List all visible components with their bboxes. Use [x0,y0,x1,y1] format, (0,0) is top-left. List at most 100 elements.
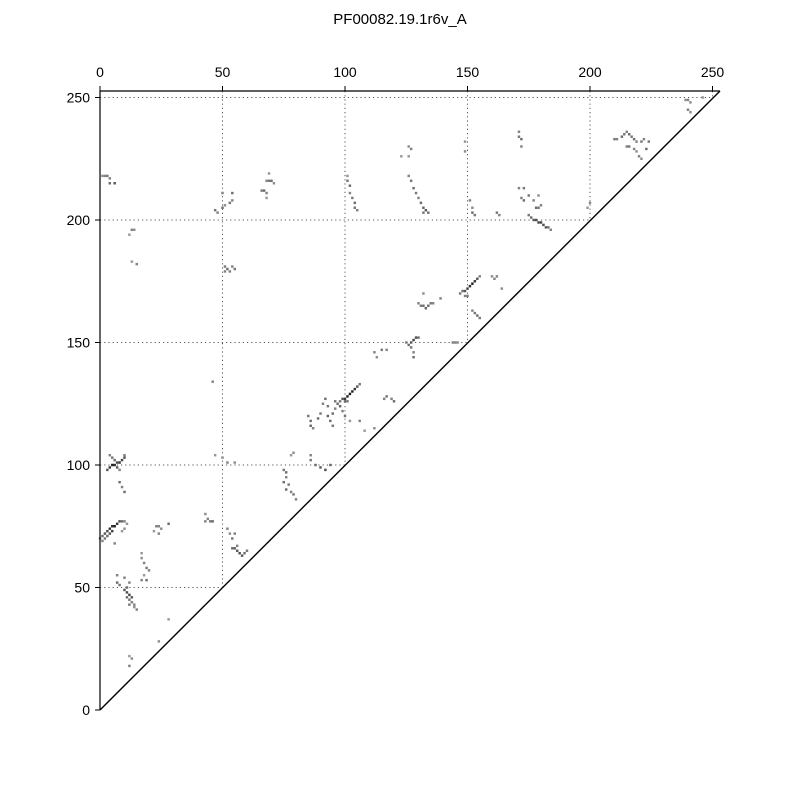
contact-cell [549,228,553,232]
contact-cell [125,591,129,594]
contact-cell [346,174,349,178]
contact-cell [348,392,352,396]
contact-cell [625,130,628,134]
contact-cell [529,216,533,219]
contact-cell [262,189,266,192]
contact-cell [233,547,236,550]
contact-cell [407,155,410,158]
contact-cell [282,480,285,484]
x-tick-label: 200 [578,64,602,80]
contact-cell [125,596,129,599]
contact-cell [211,380,214,383]
contact-cell [324,468,327,472]
contact-cell [289,490,293,494]
contact-cell [145,578,148,582]
y-tick-label: 50 [74,580,90,596]
contact-cell [289,453,293,457]
contact-cell [240,554,244,557]
contact-cell [272,182,276,185]
contact-cell [223,204,227,207]
contact-cell [427,304,430,307]
contact-cell [385,348,388,352]
contact-cell [329,419,332,423]
contact-cell [140,551,143,555]
contact-cell [620,135,624,138]
contact-cell [108,466,112,469]
contact-cell [115,574,119,577]
contact-cell [356,385,359,388]
contact-cell [539,221,543,224]
contact-cell [407,145,410,148]
contact-cell [309,453,312,457]
contact-cell [417,196,420,200]
contact-cell [385,395,388,398]
contact-cell [204,520,207,523]
contact-cell [358,419,361,423]
grid-layer [100,91,713,588]
contact-cell [686,108,690,111]
contact-cell [133,603,136,606]
contact-cell [417,336,420,339]
contact-cell [128,581,131,584]
contact-cell [228,270,232,273]
contact-cell [145,566,148,570]
contact-cell [123,456,126,459]
contact-cell [213,453,217,457]
contact-cell [209,520,212,523]
x-tick-label: 50 [215,64,231,80]
contact-cell [338,404,342,408]
contact-cell [211,520,214,523]
y-tick-label: 250 [67,90,91,106]
contact-cell [226,461,229,464]
contact-cell [537,194,540,197]
contact-cell [113,458,116,462]
contact-cell [135,262,138,266]
contact-cell [106,534,109,538]
contact-cell [115,581,119,584]
contact-cell [424,208,428,212]
contact-cell [380,348,383,352]
contact-cell [130,260,134,263]
contact-cell [135,608,138,611]
contact-cell [152,529,156,533]
contact-cell [544,226,548,229]
contact-cell [108,182,112,185]
contact-cell [128,654,131,658]
contact-cell [615,137,619,141]
contact-cell [128,598,131,601]
contact-cell [128,593,131,597]
contact-cell [120,485,124,489]
contact-cell [422,304,425,307]
contact-cell [101,534,104,538]
contact-cell [463,294,467,298]
contact-cell [267,172,271,175]
contact-cell [346,400,349,403]
contact-cell [142,574,146,577]
axis-ticks: 0 50 100 150 200 250 0 50 100 150 200 250 [67,64,725,718]
contact-cell [532,199,535,202]
contact-cell [108,527,112,530]
contact-cell [265,179,268,183]
contact-cell [412,186,415,190]
contact-cell [245,549,249,552]
contact-cell [223,265,227,268]
contact-cell [586,206,589,209]
contact-cell [527,194,530,197]
contact-cell [542,223,545,227]
contact-cell [111,463,114,467]
contact-cell [329,463,332,467]
contact-cell [409,346,413,349]
contact-cell [431,302,435,305]
contact-cell [407,343,410,347]
contact-cell [120,458,124,462]
contact-cell [348,191,352,195]
contact-cell [429,302,432,305]
contact-cell [539,204,543,207]
contact-cell [206,517,210,521]
contact-cell [111,456,114,459]
contact-cell [495,211,499,214]
contact-cell [689,110,692,114]
contact-cell [333,400,337,403]
contact-cell [627,133,631,136]
